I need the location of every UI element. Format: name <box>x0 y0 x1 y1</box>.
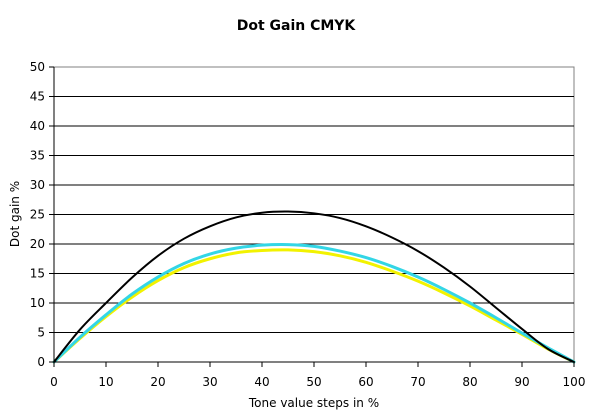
series-line-black <box>53 210 575 363</box>
y-tick-label-35: 35 <box>30 149 45 163</box>
y-tick-label-10: 10 <box>30 296 45 310</box>
y-tick-label-25: 25 <box>30 208 45 222</box>
series-line-cyan <box>52 243 576 364</box>
y-tick-label-30: 30 <box>30 178 45 192</box>
x-axis-label: Tone value steps in % <box>248 396 379 410</box>
x-tick-label-50: 50 <box>306 375 321 389</box>
x-tick-label-0: 0 <box>50 375 58 389</box>
y-tick-label-5: 5 <box>37 326 45 340</box>
gridlines <box>54 96 574 333</box>
y-tick-label-45: 45 <box>30 90 45 104</box>
y-tick-label-50: 50 <box>30 60 45 74</box>
x-tick-label-80: 80 <box>462 375 477 389</box>
x-axis-ticks: 0 10 20 30 40 50 60 70 80 90 100 <box>50 362 585 389</box>
x-tick-label-20: 20 <box>150 375 165 389</box>
x-tick-label-40: 40 <box>254 375 269 389</box>
x-tick-label-10: 10 <box>98 375 113 389</box>
y-tick-label-20: 20 <box>30 237 45 251</box>
x-tick-label-90: 90 <box>514 375 529 389</box>
series-lines <box>52 210 576 364</box>
chart-title: Dot Gain CMYK <box>237 18 357 34</box>
y-tick-label-40: 40 <box>30 119 45 133</box>
x-tick-label-70: 70 <box>410 375 425 389</box>
y-tick-label-0: 0 <box>37 355 45 369</box>
x-tick-label-100: 100 <box>563 375 586 389</box>
y-axis-ticks: 0 5 10 15 20 25 30 35 40 45 50 <box>30 60 54 369</box>
x-tick-label-30: 30 <box>202 375 217 389</box>
y-axis-label: Dot gain % <box>8 181 22 247</box>
series-line-yellow <box>52 248 576 364</box>
x-tick-label-60: 60 <box>358 375 373 389</box>
y-tick-label-15: 15 <box>30 267 45 281</box>
